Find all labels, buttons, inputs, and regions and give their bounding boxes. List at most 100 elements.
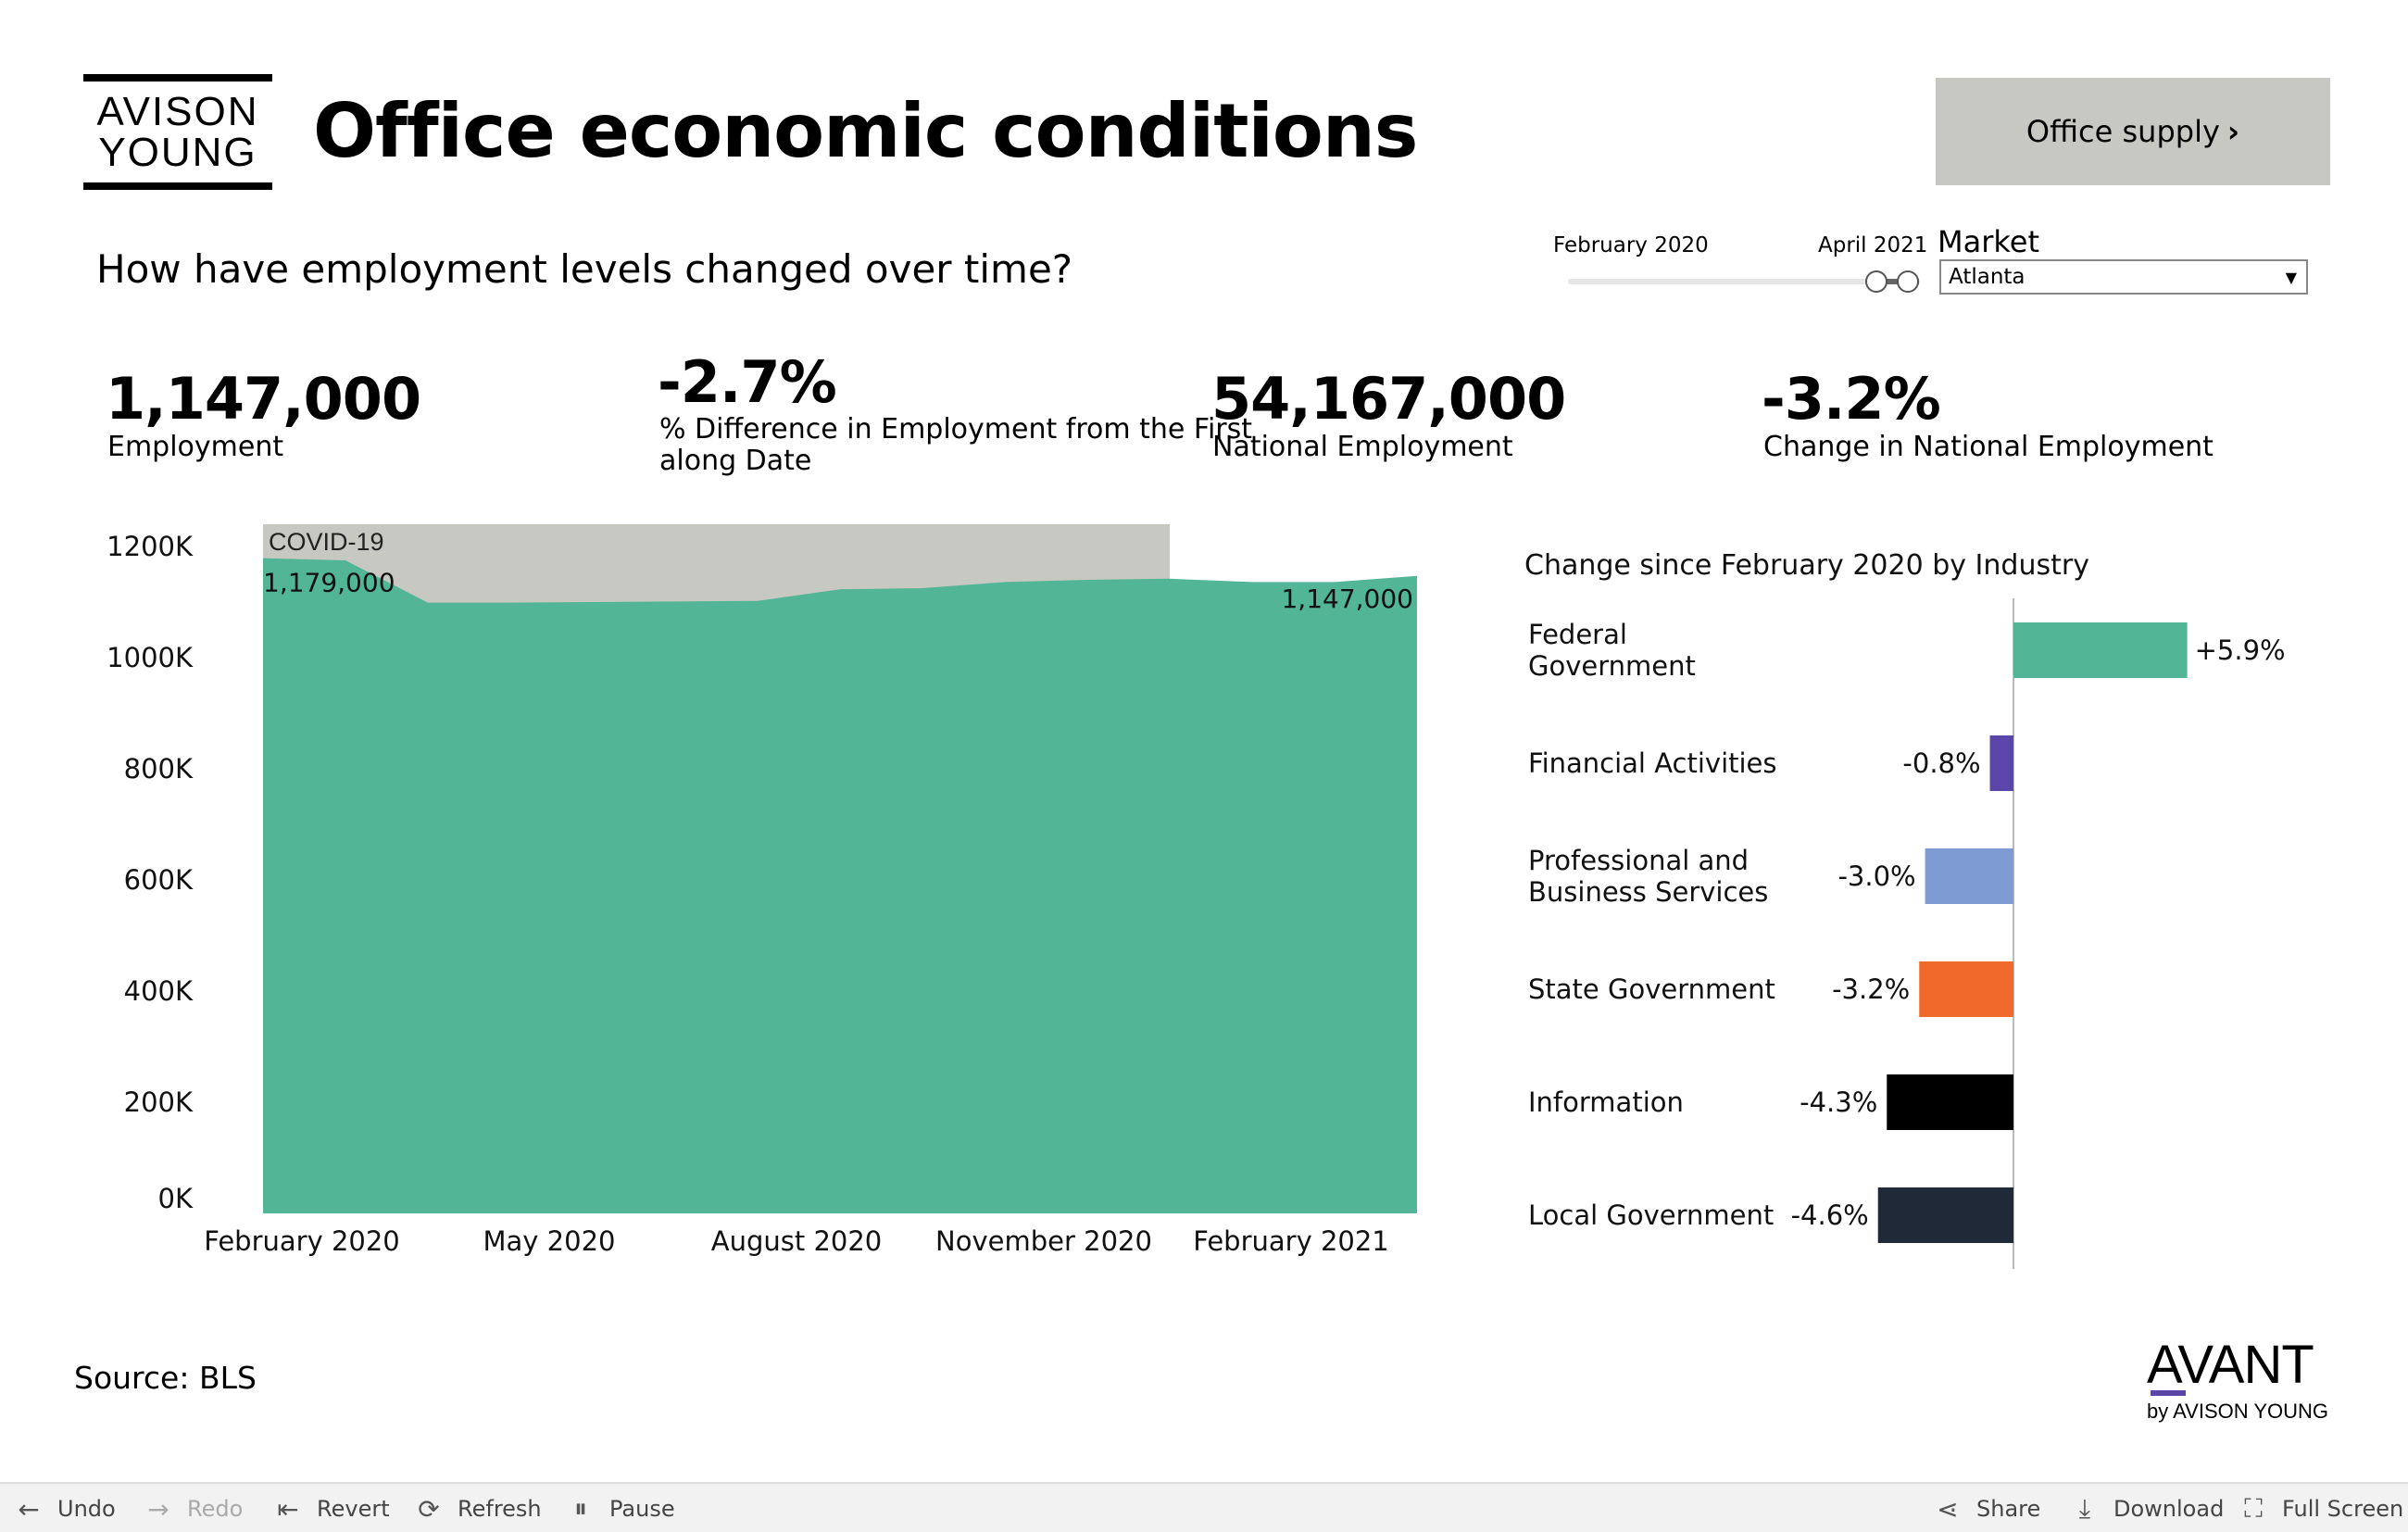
page-title: Office economic conditions bbox=[313, 88, 1418, 174]
redo-button[interactable]: → Redo bbox=[144, 1484, 243, 1532]
date-end-handle[interactable] bbox=[1897, 270, 1919, 293]
industry-bar-chart: Change since February 2020 by Industry F… bbox=[1524, 549, 2286, 1269]
x-tick-label: May 2020 bbox=[483, 1225, 616, 1257]
date-end-label: April 2021 bbox=[1818, 233, 1928, 257]
industry-chart-title: Change since February 2020 by Industry bbox=[1524, 549, 2089, 582]
industry-value-label: -3.0% bbox=[1837, 860, 1915, 892]
industry-label: Federal bbox=[1528, 619, 1627, 650]
employment-value: 1,147,000 bbox=[106, 365, 421, 433]
covid-annotation-label: COVID-19 bbox=[269, 528, 384, 556]
chevron-right-icon: › bbox=[2226, 114, 2240, 149]
logo-line-1: AVISON bbox=[96, 88, 259, 134]
download-label: Download bbox=[2113, 1496, 2225, 1522]
refresh-label: Refresh bbox=[458, 1496, 542, 1522]
pct-difference-label-line2: along Date bbox=[659, 445, 812, 477]
share-label: Share bbox=[1976, 1496, 2041, 1522]
x-tick-label: August 2020 bbox=[711, 1225, 883, 1257]
office-supply-label: Office supply bbox=[2025, 114, 2220, 149]
y-tick-label: 800K bbox=[124, 753, 194, 785]
date-range-slider[interactable] bbox=[1568, 279, 1920, 284]
industry-label: Business Services bbox=[1528, 876, 1768, 908]
avant-byline: by AVISON YOUNG bbox=[2147, 1400, 2329, 1423]
download-button[interactable]: ⤓ Download bbox=[2071, 1484, 2225, 1532]
national-employment-label: National Employment bbox=[1212, 431, 1513, 463]
first-point-label: 1,179,000 bbox=[263, 568, 395, 598]
y-tick-label: 1000K bbox=[107, 642, 194, 673]
date-start-label: February 2020 bbox=[1553, 233, 1709, 257]
undo-arrow-icon: ← bbox=[18, 1493, 40, 1525]
y-tick-label: 0K bbox=[158, 1183, 194, 1214]
industry-row: Information -4.3% bbox=[1528, 1074, 2013, 1130]
national-change-value: -3.2% bbox=[1762, 365, 1941, 433]
chevron-down-icon: ▼ bbox=[2285, 268, 2297, 286]
industry-value-label: -3.2% bbox=[1832, 973, 1910, 1005]
avant-wordmark: AVANT bbox=[2147, 1335, 2314, 1395]
y-tick-label: 400K bbox=[124, 975, 194, 1007]
fullscreen-label: Full Screen bbox=[2282, 1496, 2404, 1522]
undo-label: Undo bbox=[57, 1496, 116, 1522]
revert-icon: ⇤ bbox=[277, 1493, 299, 1525]
share-icon: ⋖ bbox=[1937, 1493, 1959, 1525]
pause-button[interactable]: ⏸ Pause bbox=[567, 1484, 675, 1532]
industry-label: Government bbox=[1528, 650, 1696, 682]
industry-label: Information bbox=[1528, 1086, 1684, 1118]
market-label: Market bbox=[1938, 224, 2039, 259]
industry-value-label: -4.6% bbox=[1791, 1199, 1869, 1231]
refresh-icon: ⟳ bbox=[418, 1493, 440, 1525]
pause-icon: ⏸ bbox=[573, 1493, 587, 1524]
industry-value-label: -0.8% bbox=[1902, 747, 1980, 779]
industry-row: Local Government -4.6% bbox=[1528, 1187, 2013, 1243]
industry-row: Financial Activities -0.8% bbox=[1528, 735, 2013, 791]
section-question: How have employment levels changed over … bbox=[96, 246, 1073, 292]
x-tick-label: February 2021 bbox=[1193, 1225, 1389, 1257]
industry-value-label: -4.3% bbox=[1800, 1086, 1877, 1118]
employment-label: Employment bbox=[107, 431, 284, 463]
pause-label: Pause bbox=[609, 1496, 675, 1522]
x-tick-label: February 2020 bbox=[204, 1225, 400, 1257]
y-tick-label: 1200K bbox=[107, 531, 194, 562]
share-button[interactable]: ⋖ Share bbox=[1934, 1484, 2040, 1532]
pct-difference-value: -2.7% bbox=[658, 348, 837, 416]
industry-bar[interactable] bbox=[2013, 622, 2188, 678]
pct-difference-label-line1: % Difference in Employment from the Firs… bbox=[659, 413, 1253, 446]
employment-area-chart: 1200K 1000K 800K 600K 400K 200K 0K COVID-19 1,… bbox=[107, 524, 1417, 1257]
y-tick-label: 600K bbox=[124, 864, 194, 896]
industry-bar[interactable] bbox=[1989, 735, 2013, 791]
industry-bar[interactable] bbox=[1887, 1074, 2013, 1130]
national-employment-value: 54,167,000 bbox=[1211, 365, 1566, 433]
avant-logo: AVANT by AVISON YOUNG bbox=[2147, 1335, 2329, 1424]
logo-line-2: YOUNG bbox=[98, 129, 257, 175]
industry-label: Professional and bbox=[1528, 845, 1749, 876]
market-dropdown[interactable]: Atlanta ▼ bbox=[1939, 259, 2308, 295]
national-change-label: Change in National Employment bbox=[1763, 431, 2214, 463]
viz-toolbar: ← Undo → Redo ⇤ Revert ⟳ Refresh ⏸ Pause… bbox=[0, 1482, 2408, 1532]
redo-arrow-icon: → bbox=[147, 1493, 169, 1525]
redo-label: Redo bbox=[187, 1496, 244, 1522]
office-supply-button[interactable]: Office supply › bbox=[1936, 78, 2330, 185]
fullscreen-button[interactable]: ⛶ Full Screen bbox=[2239, 1484, 2403, 1532]
fullscreen-icon: ⛶ bbox=[2244, 1493, 2263, 1524]
x-tick-label: November 2020 bbox=[935, 1225, 1152, 1257]
undo-button[interactable]: ← Undo bbox=[15, 1484, 116, 1532]
last-point-label: 1,147,000 bbox=[1281, 584, 1413, 614]
employment-area-series bbox=[263, 558, 1417, 1213]
y-axis-ticks: 1200K 1000K 800K 600K 400K 200K 0K bbox=[107, 531, 194, 1214]
download-icon: ⤓ bbox=[2078, 1493, 2091, 1524]
revert-label: Revert bbox=[317, 1496, 390, 1522]
market-selected-value: Atlanta bbox=[1949, 265, 2025, 289]
avant-accent-bar bbox=[2151, 1390, 2186, 1396]
industry-bar[interactable] bbox=[1877, 1187, 2013, 1243]
industry-value-label: +5.9% bbox=[2195, 634, 2286, 666]
refresh-button[interactable]: ⟳ Refresh bbox=[415, 1484, 542, 1532]
y-tick-label: 200K bbox=[124, 1086, 194, 1118]
revert-button[interactable]: ⇤ Revert bbox=[274, 1484, 390, 1532]
industry-label: State Government bbox=[1528, 973, 1775, 1005]
industry-label: Local Government bbox=[1528, 1199, 1774, 1231]
date-start-handle[interactable] bbox=[1865, 270, 1888, 293]
source-note: Source: BLS bbox=[74, 1360, 257, 1396]
industry-bar[interactable] bbox=[1919, 961, 2013, 1017]
industry-row: State Government -3.2% bbox=[1528, 961, 2013, 1017]
industry-bar[interactable] bbox=[1925, 848, 2013, 904]
